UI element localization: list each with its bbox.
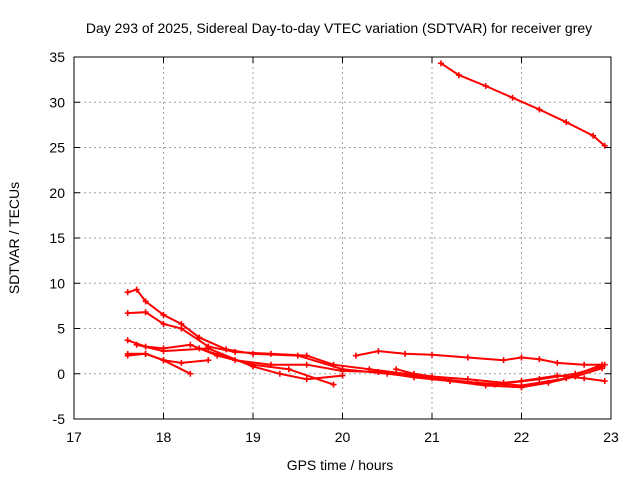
data-point [375, 368, 382, 375]
data-series [124, 60, 608, 391]
data-point [133, 341, 140, 348]
data-point [500, 357, 507, 364]
data-point [330, 381, 337, 388]
data-point [437, 60, 444, 67]
data-point [339, 368, 346, 375]
data-point [133, 286, 140, 293]
data-point [303, 352, 310, 359]
data-point [464, 376, 471, 383]
series-track-1 [437, 60, 608, 149]
data-point [429, 351, 435, 358]
data-point [160, 320, 167, 327]
y-tick-label: -5 [53, 411, 66, 427]
data-point [601, 142, 608, 149]
data-point [187, 370, 194, 377]
data-point [518, 377, 525, 384]
data-point [250, 363, 256, 370]
series-track-5 [124, 350, 212, 366]
data-point [518, 384, 525, 391]
data-point [178, 359, 185, 366]
y-axis-label: SDTVAR / TECUs [6, 182, 22, 294]
data-point [393, 366, 400, 373]
data-point [509, 94, 516, 101]
data-point [375, 348, 382, 355]
y-tick-label: 35 [49, 49, 65, 65]
data-point [124, 310, 131, 317]
data-point [599, 365, 606, 372]
data-point [232, 357, 239, 364]
x-tick-label: 22 [514, 429, 530, 445]
series-track-8 [352, 348, 608, 368]
series-track-10 [196, 345, 606, 391]
data-point [455, 72, 462, 79]
data-point [124, 289, 131, 296]
x-tick-label: 20 [335, 429, 351, 445]
y-tick-label: 0 [57, 366, 65, 382]
series-track-6 [124, 350, 194, 377]
data-point [482, 382, 489, 389]
y-tick-label: 10 [49, 275, 65, 291]
series-track-4 [124, 337, 337, 388]
data-point [187, 341, 194, 348]
y-tick-label: 15 [49, 230, 65, 246]
data-point [536, 356, 543, 363]
data-point [581, 361, 588, 368]
y-tick-label: 5 [57, 321, 65, 337]
data-point [160, 311, 167, 318]
y-tick-label: 30 [49, 94, 65, 110]
y-tick-label: 25 [49, 140, 65, 156]
data-point [572, 373, 579, 380]
data-point [563, 119, 570, 126]
data-point [160, 348, 167, 355]
data-point [124, 337, 131, 344]
x-tick-label: 18 [156, 429, 172, 445]
data-point [536, 106, 543, 113]
data-point [601, 377, 608, 384]
data-point [285, 366, 292, 373]
series-line [440, 62, 606, 147]
axis-ticks: 17 18 19 20 21 22 23 -5 0 5 10 15 20 25 30 35 [49, 49, 619, 445]
data-point [554, 359, 561, 366]
data-point [482, 82, 489, 89]
data-point [446, 377, 453, 384]
data-point [160, 357, 167, 364]
data-point [142, 298, 149, 305]
data-point [196, 345, 203, 352]
x-tick-label: 23 [603, 429, 619, 445]
data-point [124, 352, 131, 359]
data-point [330, 361, 337, 368]
data-point [303, 376, 310, 383]
data-point [590, 132, 597, 139]
series-line [127, 352, 191, 375]
data-point [267, 361, 274, 368]
data-point [500, 379, 507, 386]
chart-title: Day 293 of 2025, Sidereal Day-to-day VTE… [86, 20, 592, 36]
data-point [518, 354, 525, 361]
data-point [402, 350, 409, 357]
grid-lines [74, 57, 611, 419]
data-point [205, 357, 212, 364]
data-point [232, 349, 239, 356]
series-track-2 [124, 286, 606, 389]
x-tick-label: 21 [424, 429, 440, 445]
x-tick-label: 19 [245, 429, 261, 445]
data-point [178, 325, 185, 332]
data-point [601, 361, 608, 368]
series-line [355, 350, 605, 366]
y-tick-label: 20 [49, 185, 65, 201]
data-point [545, 379, 552, 386]
data-point [411, 374, 418, 381]
data-point [303, 361, 310, 368]
data-point [267, 350, 274, 357]
data-point [581, 375, 588, 382]
data-point [554, 372, 561, 379]
data-point [276, 370, 283, 377]
data-point [142, 350, 149, 357]
data-point [352, 352, 359, 359]
x-axis-label: GPS time / hours [287, 457, 394, 473]
data-point [464, 354, 471, 361]
data-point [142, 309, 149, 316]
x-tick-label: 17 [66, 429, 82, 445]
